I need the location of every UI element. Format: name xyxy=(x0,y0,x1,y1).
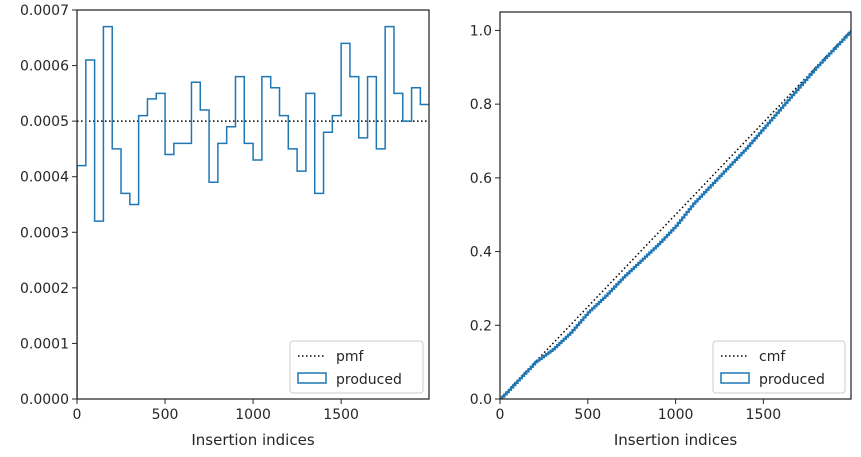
pmf-y-tick-label: 0.0001 xyxy=(20,336,69,352)
pmf-x-tick-label: 500 xyxy=(152,407,179,423)
legend-produced-swatch xyxy=(720,372,750,384)
cmf-x-tick-label: 500 xyxy=(574,407,601,423)
cmf-legend-box xyxy=(712,340,846,394)
cmf-y-tick-label: 1.0 xyxy=(470,23,492,39)
pmf-x-tick-label: 1500 xyxy=(323,407,359,423)
legend-produced-label: produced xyxy=(336,372,402,388)
pmf-y-tick-label: 0.0006 xyxy=(20,59,69,75)
cmf-y-tick-label: 0.6 xyxy=(470,171,492,187)
cmf-chart-panel: 0 500 1000 1500 0.0 0.2 0.4 0.6 0.8 1.0 Insertion… xyxy=(470,11,852,449)
pmf-legend: pmf produced xyxy=(289,340,424,394)
cmf-x-tick-label: 1500 xyxy=(746,407,782,423)
cmf-y-tick-label: 0.8 xyxy=(470,97,492,113)
cmf-x-tick-label: 0 xyxy=(496,407,505,423)
cmf-y-tick-label: 0.0 xyxy=(470,392,492,408)
cmf-reference-line xyxy=(500,29,851,399)
legend-pmf-label: pmf xyxy=(336,349,365,365)
produced-histogram-step xyxy=(77,25,429,399)
cmf-x-axis-label: Insertion indices xyxy=(614,431,737,449)
legend-produced-label: produced xyxy=(759,372,825,388)
pmf-y-tick-label: 0.0003 xyxy=(20,225,69,241)
pmf-y-tick-label: 0.0005 xyxy=(20,114,69,130)
pmf-y-tick-label: 0.0007 xyxy=(20,3,69,19)
pmf-chart-panel: 0 500 1000 1500 0.0000 0.0001 0.0002 0.0003 0.00… xyxy=(20,3,430,449)
pmf-y-tick-label: 0.0000 xyxy=(20,392,69,408)
cmf-x-tick-label: 1000 xyxy=(658,407,694,423)
legend-produced-swatch xyxy=(297,372,327,384)
cmf-y-tick-label: 0.2 xyxy=(470,318,492,334)
produced-cumulative-line xyxy=(500,30,851,399)
pmf-x-tick-label: 0 xyxy=(73,407,82,423)
cmf-legend: cmf produced xyxy=(712,340,846,394)
pmf-legend-box xyxy=(289,340,424,394)
pmf-y-tick-label: 0.0004 xyxy=(20,170,69,186)
pmf-x-tick-label: 1000 xyxy=(235,407,271,423)
pmf-y-tick-label: 0.0002 xyxy=(20,281,69,297)
cmf-y-tick-label: 0.4 xyxy=(470,245,492,261)
legend-cmf-label: cmf xyxy=(759,349,786,365)
pmf-x-axis-label: Insertion indices xyxy=(191,431,314,449)
